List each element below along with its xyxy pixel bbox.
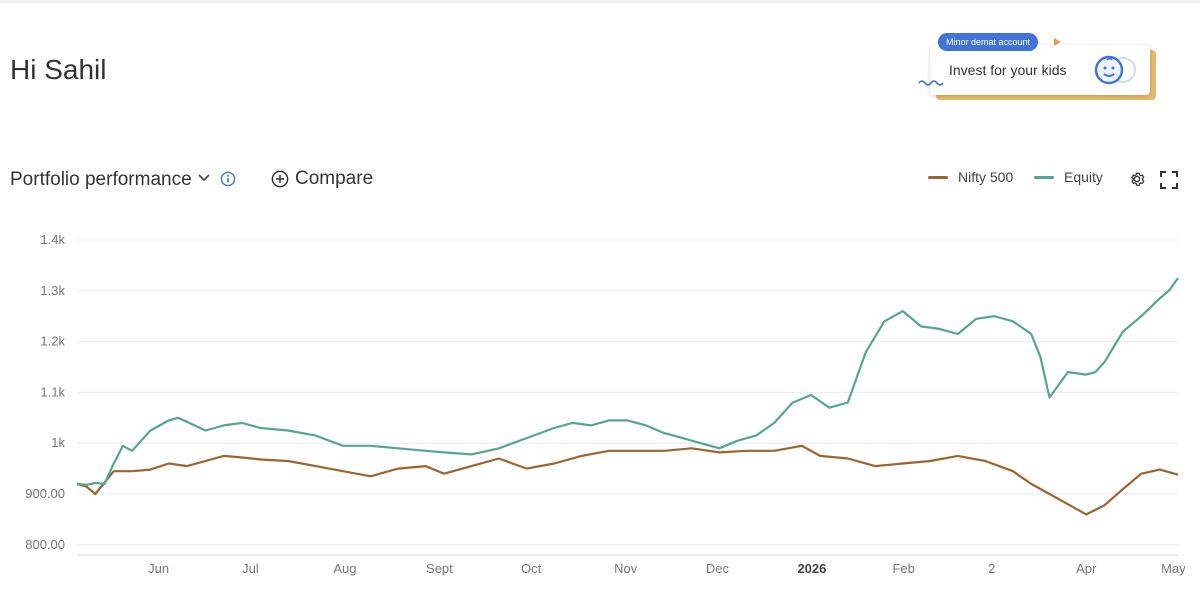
legend-label-equity: Equity xyxy=(1064,169,1103,185)
legend-item-equity[interactable]: Equity xyxy=(1034,169,1103,185)
plus-circle-icon xyxy=(271,170,289,188)
series-line-nifty xyxy=(76,444,1179,516)
y-tick-label: 1.4k xyxy=(40,232,65,247)
info-icon[interactable] xyxy=(220,171,236,187)
y-tick-label: 1.2k xyxy=(40,334,65,349)
chevron-down-icon[interactable] xyxy=(197,173,211,183)
x-tick-label: 2 xyxy=(988,561,995,576)
x-tick-label: Oct xyxy=(521,561,542,576)
promo-text: Invest for your kids xyxy=(949,62,1067,78)
compare-label: Compare xyxy=(295,168,374,189)
y-tick-label: 1.1k xyxy=(40,384,65,399)
x-tick-label: Apr xyxy=(1076,561,1097,576)
series-line-equity xyxy=(76,277,1179,486)
x-tick-label: Dec xyxy=(706,561,730,576)
promo-badge: Minor demat account xyxy=(938,33,1039,51)
y-tick-label: 1.3k xyxy=(40,283,65,298)
kid-face-icon xyxy=(1094,55,1136,85)
greeting-heading: Hi Sahil xyxy=(10,54,107,85)
portfolio-chart: 800.00 900.00 1k 1.1k 1.2k 1.3k 1.4k Jun Jul Aug… xyxy=(25,232,1186,576)
x-tick-label: Jun xyxy=(148,561,169,576)
top-divider xyxy=(0,0,1200,3)
settings-icon[interactable] xyxy=(1128,170,1146,188)
x-tick-label: Feb xyxy=(892,561,914,576)
promo-triangle-decoration xyxy=(1054,38,1061,46)
x-tick-label: Sept xyxy=(426,561,453,576)
x-tick-label: 2026 xyxy=(797,561,826,576)
portfolio-performance-title[interactable]: Portfolio performance xyxy=(10,169,192,190)
x-tick-label: Jul xyxy=(242,561,259,576)
legend-swatch-equity xyxy=(1034,175,1054,179)
legend-swatch-nifty xyxy=(928,175,948,179)
x-tick-label: Nov xyxy=(614,561,638,576)
legend-label-nifty: Nifty 500 xyxy=(958,169,1014,185)
compare-button[interactable]: Compare xyxy=(271,168,373,190)
y-tick-label: 1k xyxy=(51,435,65,450)
squiggle-decoration xyxy=(918,80,944,86)
y-tick-label: 900.00 xyxy=(25,486,65,501)
legend-item-nifty[interactable]: Nifty 500 xyxy=(928,169,1013,185)
y-tick-label: 800.00 xyxy=(25,537,65,552)
x-tick-label: May xyxy=(1161,561,1186,576)
x-tick-label: Aug xyxy=(333,561,356,576)
fullscreen-icon[interactable] xyxy=(1160,171,1178,189)
